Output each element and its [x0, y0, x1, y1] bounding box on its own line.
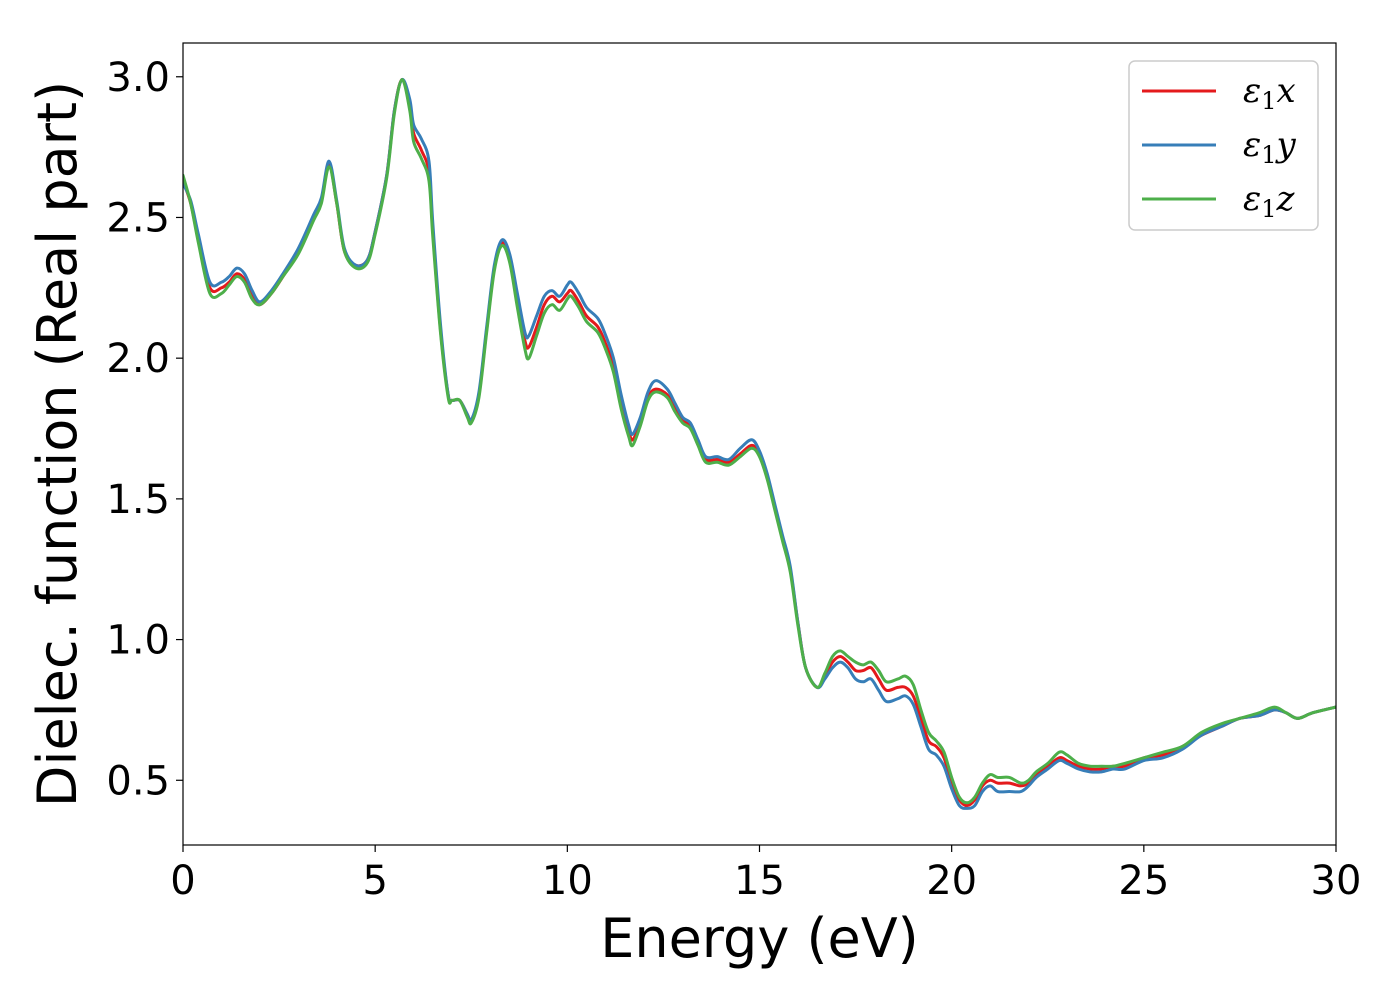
legend: ε1x ε1y ε1z	[1128, 60, 1319, 231]
x-tick-label: 15	[734, 858, 785, 904]
legend-label-y: ε1y	[1243, 125, 1297, 169]
legend-frame	[1128, 60, 1319, 231]
x-tick-label: 0	[170, 858, 195, 904]
y-tick-label: 2.5	[106, 195, 170, 241]
legend-label-x: ε1x	[1243, 71, 1296, 115]
x-tick-label: 5	[362, 858, 387, 904]
y-axis: 0.5 1.0 1.5 2.0 2.5 3.0	[106, 55, 183, 804]
y-tick-label: 2.0	[106, 336, 170, 382]
y-tick-label: 1.0	[106, 618, 170, 664]
y-axis-title: Dielec. function (Real part)	[26, 81, 89, 807]
series-line-z	[183, 78, 1336, 805]
x-axis: 0 5 10 15 20 25 30	[170, 845, 1361, 904]
x-tick-label: 30	[1311, 858, 1362, 904]
legend-label-z: ε1z	[1243, 179, 1296, 223]
y-tick-label: 3.0	[106, 55, 170, 101]
series-layer	[183, 78, 1336, 810]
x-tick-label: 25	[1118, 858, 1169, 904]
y-tick-label: 0.5	[106, 758, 170, 804]
x-axis-title: Energy (eV)	[600, 907, 919, 970]
x-tick-label: 20	[926, 858, 977, 904]
x-tick-label: 10	[542, 858, 593, 904]
y-tick-label: 1.5	[106, 477, 170, 523]
